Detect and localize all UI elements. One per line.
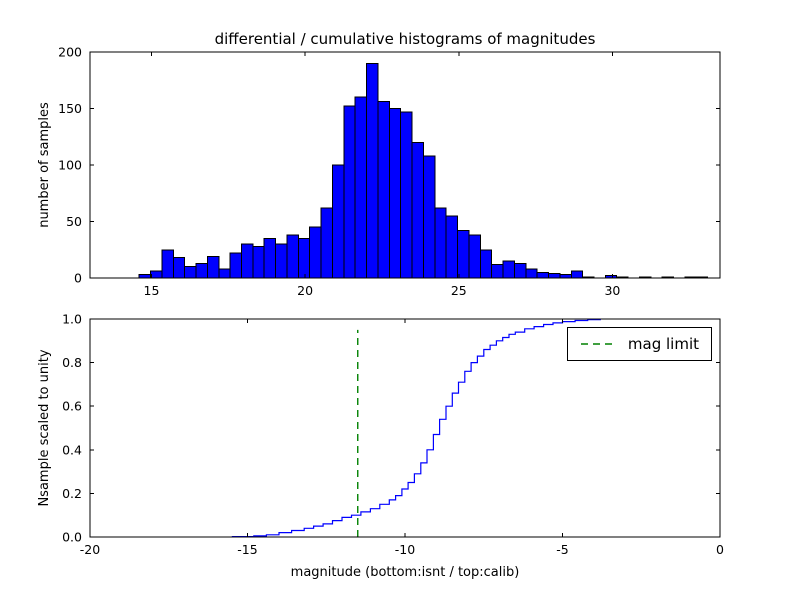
histogram-bar — [320, 207, 333, 279]
histogram-bar — [172, 257, 186, 279]
histogram-bar — [229, 252, 243, 279]
histogram-bar — [184, 266, 197, 279]
y-tick-label: 0 — [74, 271, 82, 286]
histogram-bar — [548, 272, 561, 279]
histogram-bar — [309, 226, 322, 279]
y-tick-label: 200 — [58, 45, 82, 60]
x-tick-label: 20 — [297, 283, 313, 298]
histogram-bar — [343, 105, 356, 279]
x-tick-label: -5 — [556, 542, 568, 557]
histogram-bar — [570, 270, 584, 279]
histogram-bar — [206, 256, 220, 279]
histogram-bar — [286, 234, 299, 279]
bottom-ylabel: Nsample scaled to unity — [37, 349, 52, 507]
x-tick-label: 30 — [604, 283, 620, 298]
legend: mag limit — [566, 327, 712, 361]
histogram-bar — [377, 101, 390, 279]
histogram-bar — [536, 271, 550, 279]
histogram-bar — [161, 249, 174, 279]
y-tick-label: 0.2 — [62, 486, 82, 501]
x-tick-label: 15 — [144, 283, 160, 298]
histogram-bar — [479, 249, 493, 279]
histogram-bar — [150, 270, 163, 279]
histogram-bar — [468, 234, 481, 279]
x-tick-label: 0 — [716, 542, 724, 557]
histogram-bar — [218, 268, 231, 279]
histogram-bar — [525, 268, 538, 279]
y-tick-label: 50 — [66, 214, 82, 229]
histogram-bar — [559, 274, 572, 279]
histogram-bar — [457, 230, 470, 279]
histogram-bar — [366, 62, 379, 279]
histogram-bar — [275, 243, 288, 279]
y-tick-label: 0.6 — [62, 399, 82, 414]
xlabel: magnitude (bottom:isnt / top:calib) — [290, 565, 520, 580]
top-ylabel: number of samples — [37, 102, 52, 228]
histogram-bar — [297, 237, 311, 279]
y-tick-label: 0.8 — [62, 355, 82, 370]
x-tick-label: -10 — [395, 542, 415, 557]
dashed-line-icon — [580, 343, 617, 345]
histogram-bar — [422, 155, 436, 279]
histogram-bar — [354, 96, 368, 279]
chart-title: differential / cumulative histograms of … — [214, 30, 596, 48]
histogram-bar — [411, 141, 424, 279]
histogram-bar — [445, 215, 459, 279]
y-tick-label: 1.0 — [62, 312, 82, 327]
histogram-bar — [491, 263, 504, 279]
histogram-bar — [138, 274, 152, 279]
histogram-bar — [195, 262, 208, 279]
histogram-bar — [263, 237, 277, 279]
histogram-bar — [434, 207, 447, 279]
y-tick-label: 0.0 — [62, 530, 82, 545]
y-tick-label: 100 — [58, 158, 82, 173]
histogram-bar — [388, 108, 402, 279]
y-tick-label: 150 — [58, 101, 82, 116]
x-tick-label: 25 — [451, 283, 467, 298]
legend-label: mag limit — [627, 335, 699, 353]
x-tick-label: -20 — [80, 542, 100, 557]
cumulative-line — [231, 319, 601, 538]
y-tick-label: 0.4 — [62, 442, 82, 457]
histogram-plot: 15 20 25 30 0 50 100 150 200 — [58, 45, 721, 298]
histogram-bar — [241, 243, 254, 279]
histogram-bar — [502, 260, 515, 279]
histogram-bar — [331, 164, 345, 279]
x-tick-label: -15 — [237, 542, 257, 557]
histogram-bar — [513, 262, 527, 279]
cumulative-plot: -20 -15 -10 -5 0 0.0 0.2 0.4 0.6 0.8 1.0 — [62, 312, 724, 558]
histogram-bar — [252, 245, 265, 279]
histogram-bar — [400, 111, 413, 279]
